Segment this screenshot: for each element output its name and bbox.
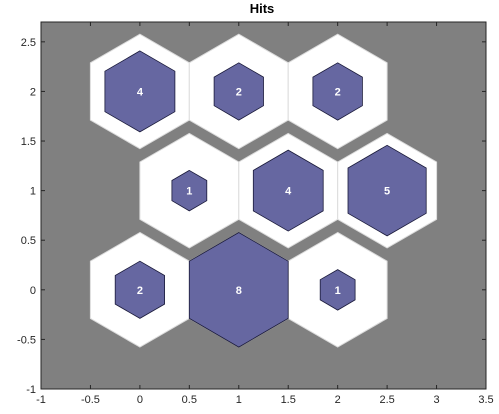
hit-count-label: 1	[186, 186, 192, 198]
axes: -1 -0.5 0 0.5 1 1.5 2 2.5 3 3.5 -1 -0.5 0 0.5 1 1.5 2 2.5	[17, 21, 494, 406]
y-tick-label: 2.5	[21, 37, 36, 49]
hit-hexagon	[312, 62, 363, 121]
y-tick-label: 2	[30, 86, 36, 98]
x-tick-label: 0.5	[182, 394, 197, 406]
hit-count-label: 2	[335, 86, 341, 98]
hit-hexagon	[252, 149, 324, 232]
hit-hexagon	[347, 144, 427, 237]
x-tick-label: -1	[36, 394, 46, 406]
hit-markers	[104, 50, 427, 348]
x-tick-label: 2.5	[379, 394, 394, 406]
y-tick-label: 1.5	[21, 136, 36, 148]
hit-hexagon	[213, 62, 264, 121]
x-tick-label: 3	[433, 394, 439, 406]
x-tick-label: 2	[335, 394, 341, 406]
hit-count-label: 2	[236, 86, 242, 98]
x-tick-label: 1.5	[281, 394, 296, 406]
chart-title: Hits	[250, 1, 275, 16]
hit-count-label: 8	[236, 285, 242, 297]
hit-hexagon	[114, 260, 166, 319]
y-tick-label: 1	[30, 186, 36, 198]
x-tick-label: 1	[236, 394, 242, 406]
hit-count-label: 5	[384, 186, 390, 198]
x-tick-label: 3.5	[478, 394, 493, 406]
hit-count-label: 1	[335, 285, 341, 297]
y-tick-label: -1	[26, 384, 36, 396]
hit-count-label: 2	[137, 285, 143, 297]
hit-labels: 2 8 1 1 4 5 4 2 2	[137, 86, 390, 296]
hit-hexagon	[188, 232, 289, 348]
axes-box	[40, 21, 487, 390]
hit-hexagon	[319, 269, 356, 311]
hit-hexagon	[171, 169, 208, 212]
hit-count-label: 4	[137, 86, 144, 98]
hit-hexagon	[104, 50, 176, 133]
y-tick-label: -0.5	[17, 334, 36, 346]
x-tick-label: -0.5	[81, 394, 100, 406]
x-tick-label: 0	[137, 394, 143, 406]
y-tick-label: 0	[30, 285, 36, 297]
y-tick-label: 0.5	[21, 235, 36, 247]
hit-count-label: 4	[285, 186, 292, 198]
